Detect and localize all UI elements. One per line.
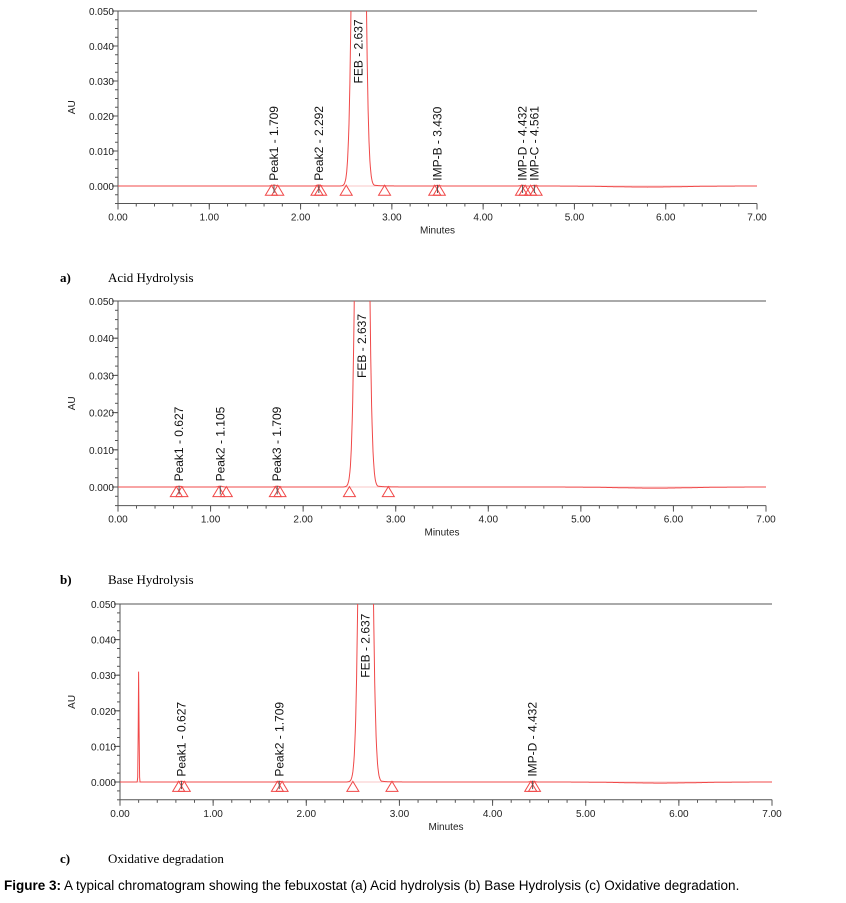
- x-tick-label: 5.00: [571, 515, 591, 526]
- peak-label: Peak3 - 1.709: [270, 406, 284, 481]
- peak-label: IMP-D - 4.432: [516, 106, 530, 181]
- x-tick-label: 3.00: [386, 515, 406, 526]
- panel-c-caption: c) Oxidative degradation: [60, 851, 224, 867]
- peak-label: IMP-B - 3.430: [431, 106, 445, 180]
- peak-boundary-marker: [339, 184, 354, 196]
- x-tick-label: 0.00: [108, 515, 128, 526]
- caption-prefix: Figure 3:: [4, 878, 62, 893]
- y-tick-label: 0.040: [89, 334, 114, 345]
- y-tick-label: 0.030: [89, 77, 114, 88]
- peak-boundary-marker: [219, 485, 234, 498]
- peak-label: FEB - 2.637: [352, 19, 366, 83]
- x-tick-label: 7.00: [747, 213, 767, 224]
- panel-b-caption: b) Base Hydrolysis: [60, 572, 194, 588]
- y-tick-label: 0.010: [89, 147, 114, 158]
- peak-label: FEB - 2.637: [359, 613, 373, 677]
- panel-letter: a): [60, 270, 71, 285]
- peak-boundary-marker: [432, 184, 447, 196]
- y-tick-label: 0.030: [91, 671, 116, 682]
- y-tick-label: 0.040: [91, 636, 116, 647]
- y-tick-label: 0.020: [91, 707, 116, 718]
- peak-label: FEB - 2.637: [355, 314, 369, 378]
- panel-letter: b): [60, 572, 72, 587]
- x-tick-label: 1.00: [201, 515, 221, 526]
- x-tick-label: 6.00: [656, 213, 676, 224]
- y-tick-label: 0.040: [89, 42, 114, 53]
- x-tick-label: 2.00: [291, 213, 311, 224]
- x-tick-label: 7.00: [762, 809, 782, 820]
- peak-boundary-marker: [345, 780, 360, 792]
- peak-boundary-marker: [212, 485, 226, 498]
- x-tick-label: 6.00: [669, 809, 689, 820]
- peak-boundary-marker: [313, 184, 328, 196]
- chromatogram-acid-hydrolysis: 0.00 1.00 2.00 3.00 4.00 5.00 6.00 7.00 0.000 0.0…: [67, 7, 767, 237]
- x-tick-label: 0.00: [110, 809, 130, 820]
- peak-boundary-marker: [381, 485, 396, 498]
- y-tick-label: 0.000: [89, 483, 114, 494]
- y-tick-label: 0.010: [89, 446, 114, 457]
- x-tick-label: 2.00: [297, 809, 317, 820]
- panel-title: Oxidative degradation: [108, 851, 224, 866]
- y-tick-label: 0.000: [89, 182, 114, 193]
- x-tick-label: 0.00: [108, 213, 128, 224]
- y-tick-label: 0.050: [91, 600, 116, 611]
- x-tick-label: 4.00: [483, 809, 503, 820]
- peak-label: IMP-C - 4.561: [527, 106, 541, 181]
- x-axis-title: Minutes: [420, 226, 455, 237]
- peak-label: IMP-D - 4.432: [526, 702, 540, 777]
- peak-boundary-marker: [529, 184, 543, 196]
- x-tick-label: 4.00: [473, 213, 493, 224]
- peak-boundary-marker: [270, 184, 285, 196]
- x-tick-label: 6.00: [664, 515, 684, 526]
- panel-title: Acid Hydrolysis: [108, 270, 194, 285]
- y-tick-label: 0.030: [89, 371, 114, 382]
- y-axis-title: AU: [67, 695, 78, 709]
- y-tick-label: 0.020: [89, 112, 114, 123]
- chromatogram-oxidative-degradation: 0.00 1.00 2.00 3.00 4.00 5.00 6.00 7.00 0.000 0.0…: [67, 600, 782, 833]
- peak-label: Peak2 - 1.105: [213, 406, 227, 481]
- y-axis-title: AU: [67, 396, 78, 410]
- peak-label: Peak1 - 0.627: [172, 406, 186, 481]
- chromatogram-base-hydrolysis: 0.00 1.00 2.00 3.00 4.00 5.00 6.00 7.00 0.000 0.0…: [67, 297, 776, 539]
- panel-a-caption: a) Acid Hydrolysis: [60, 270, 194, 286]
- y-tick-label: 0.050: [89, 7, 114, 18]
- y-tick-label: 0.000: [91, 778, 116, 789]
- peak-boundary-marker: [385, 780, 399, 792]
- y-tick-label: 0.020: [89, 409, 114, 420]
- x-tick-label: 1.00: [203, 809, 223, 820]
- peak-label: Peak1 - 1.709: [267, 106, 281, 181]
- y-tick-label: 0.050: [89, 297, 114, 308]
- peak-label: Peak2 - 2.292: [312, 106, 326, 181]
- x-axis-title: Minutes: [424, 528, 459, 539]
- x-tick-label: 3.00: [390, 809, 410, 820]
- caption-text: A typical chromatogram showing the febux…: [61, 878, 740, 893]
- x-tick-label: 2.00: [293, 515, 313, 526]
- x-tick-label: 5.00: [565, 213, 585, 224]
- peak-label: Peak1 - 0.627: [174, 702, 188, 777]
- peak-boundary-marker: [342, 485, 357, 498]
- x-axis-title: Minutes: [428, 822, 463, 833]
- x-tick-label: 5.00: [576, 809, 596, 820]
- peak-boundary-marker: [377, 184, 392, 196]
- peak-label: Peak2 - 1.709: [272, 702, 286, 777]
- x-tick-label: 7.00: [756, 515, 776, 526]
- x-tick-label: 1.00: [200, 213, 220, 224]
- y-tick-label: 0.010: [91, 742, 116, 753]
- peak-boundary-marker: [527, 780, 542, 792]
- peak-boundary-marker: [264, 184, 279, 196]
- panel-title: Base Hydrolysis: [108, 572, 194, 587]
- panel-letter: c): [60, 851, 71, 866]
- figure-caption: Figure 3: A typical chromatogram showing…: [4, 878, 739, 893]
- y-axis-title: AU: [67, 100, 78, 114]
- x-tick-label: 4.00: [479, 515, 499, 526]
- x-tick-label: 3.00: [382, 213, 402, 224]
